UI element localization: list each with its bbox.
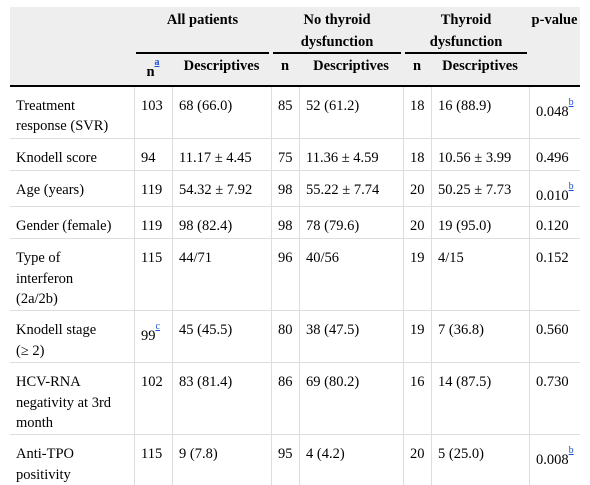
header-n-thy: n	[403, 54, 432, 87]
footnote-b-link[interactable]: b	[568, 445, 574, 457]
cell-all-desc: 68 (66.0)	[172, 86, 272, 139]
cell-thy-n: 18	[403, 138, 432, 171]
cell-all-n: 99c	[134, 311, 172, 364]
footnote-b-link[interactable]: b	[568, 180, 574, 192]
table-row: HCV-RNA negativity at 3rd month 102 83 (81…	[10, 363, 581, 436]
header-pvalue: p-value	[529, 7, 581, 54]
cell-no-n: 98	[271, 170, 300, 208]
cell-pvalue: 0.152	[529, 239, 581, 312]
cell-pvalue: 0.496	[529, 138, 581, 171]
cell-no-desc: 11.36 ± 4.59	[299, 138, 404, 171]
cell-no-n: 96	[271, 239, 300, 312]
cell-all-n: 103	[134, 86, 172, 139]
cell-thy-desc: 19 (95.0)	[431, 207, 530, 240]
cell-no-desc: 4 (4.2)	[299, 435, 403, 485]
footnote-b-link[interactable]: b	[568, 96, 574, 108]
footnote-a-link[interactable]: a	[154, 56, 160, 68]
cell-no-desc: 40/56	[299, 239, 404, 312]
cell-thy-desc: 50.25 ± 7.73	[431, 170, 530, 208]
cell-all-desc: 9 (7.8)	[172, 435, 271, 485]
header-corner	[10, 7, 134, 54]
cell-no-n: 80	[271, 311, 300, 364]
footnote-c-link[interactable]: c	[155, 321, 160, 333]
row-label: Knodell score	[10, 139, 134, 171]
cell-all-n: 115	[134, 435, 172, 485]
header-group-thyroid-dysfunction: Thyroid dysfunction	[403, 7, 530, 54]
row-label: Anti-TPO positivity	[16, 446, 74, 483]
table-body: Treatment response (SVR) 103 68 (66.0) 85…	[10, 86, 581, 485]
table-row: Treatment response (SVR) 103 68 (66.0) 85…	[10, 86, 581, 139]
row-label: Knodell stage (≥ 2)	[10, 311, 134, 364]
row-label: Age (years)	[10, 171, 134, 208]
cell-all-desc: 45 (45.5)	[172, 311, 272, 364]
cell-all-desc: 83 (81.4)	[172, 363, 272, 436]
cell-pvalue: 0.048b	[529, 86, 581, 139]
cell-thy-desc: 7 (36.8)	[431, 311, 530, 364]
header-group-no-thyroid-dysfunction: No thyroid dysfunction	[271, 7, 404, 54]
cell-no-desc: 38 (47.5)	[299, 311, 404, 364]
cell-no-n: 85	[271, 86, 300, 139]
cell-all-n: 119	[134, 207, 172, 240]
cell-pvalue: 0.010b	[529, 170, 581, 208]
cell-thy-desc: 5 (25.0)	[431, 435, 529, 485]
cell-no-desc: 69 (80.2)	[299, 363, 404, 436]
cell-pvalue: 0.560	[529, 311, 581, 364]
header-descriptives-all: Descriptives	[172, 54, 272, 87]
row-label: HCV-RNA negativity at 3rd month	[10, 363, 134, 436]
cell-no-desc: 55.22 ± 7.74	[299, 170, 404, 208]
cell-thy-desc: 16 (88.9)	[431, 86, 530, 139]
header-pvalue-blank	[529, 54, 581, 87]
cell-all-desc: 44/71	[172, 239, 272, 312]
table-row: Knodell score 94 11.17 ± 4.45 75 11.36 ±…	[10, 138, 581, 171]
cell-no-n: 98	[271, 207, 300, 240]
cell-thy-n: 16	[403, 363, 432, 436]
cell-thy-desc: 10.56 ± 3.99	[431, 138, 530, 171]
header-group-all-patients: All patients	[134, 7, 272, 54]
header-row-columns: na Descriptives n Descriptives n Descrip…	[10, 54, 581, 87]
cell-no-desc: 78 (79.6)	[299, 207, 404, 240]
row-label: Treatment response (SVR)	[10, 87, 134, 139]
cell-thy-n: 19	[403, 311, 432, 364]
table-row: Anti-TPO positivity 115 9 (7.8) 95 4 (4.2…	[10, 435, 580, 485]
cell-no-desc: 52 (61.2)	[299, 86, 404, 139]
cell-thy-n: 20	[403, 207, 432, 240]
cell-all-n: 102	[134, 363, 172, 436]
row-label: Gender (female)	[10, 207, 134, 240]
header-descriptives-no: Descriptives	[299, 54, 404, 87]
cell-pvalue: 0.730	[529, 363, 581, 436]
cell-all-n: 119	[134, 170, 172, 208]
cell-thy-n: 20	[403, 435, 431, 485]
table-row: Knodell stage (≥ 2) 99c 45 (45.5) 80 38 (…	[10, 311, 581, 364]
header-blank	[10, 54, 134, 87]
row-label: Type of interferon (2a/2b)	[10, 239, 134, 312]
cell-pvalue: 0.008b	[529, 435, 580, 485]
cell-all-desc: 54.32 ± 7.92	[172, 170, 272, 208]
table-row: Age (years) 119 54.32 ± 7.92 98 55.22 ± …	[10, 170, 581, 208]
table-row: Type of interferon (2a/2b) 115 44/71 96 40…	[10, 239, 581, 312]
comparison-table: All patients No thyroid dysfunction Thyr…	[10, 7, 581, 485]
cell-all-desc: 98 (82.4)	[172, 207, 272, 240]
cell-thy-desc: 4/15	[431, 239, 530, 312]
cell-no-n: 95	[271, 435, 299, 485]
cell-pvalue: 0.120	[529, 207, 581, 240]
header-descriptives-thy: Descriptives	[431, 54, 530, 87]
header-n-all: na	[134, 54, 172, 87]
cell-no-n: 86	[271, 363, 300, 436]
cell-thy-n: 18	[403, 86, 432, 139]
cell-all-n: 94	[134, 138, 172, 171]
table-row: Gender (female) 119 98 (82.4) 98 78 (79.…	[10, 207, 581, 240]
header-n-no: n	[271, 54, 300, 87]
cell-no-n: 75	[271, 138, 300, 171]
cell-thy-n: 19	[403, 239, 432, 312]
header-row-groups: All patients No thyroid dysfunction Thyr…	[10, 7, 581, 54]
cell-all-n: 115	[134, 239, 172, 312]
cell-thy-n: 20	[403, 170, 432, 208]
cell-thy-desc: 14 (87.5)	[431, 363, 530, 436]
cell-all-desc: 11.17 ± 4.45	[172, 138, 272, 171]
